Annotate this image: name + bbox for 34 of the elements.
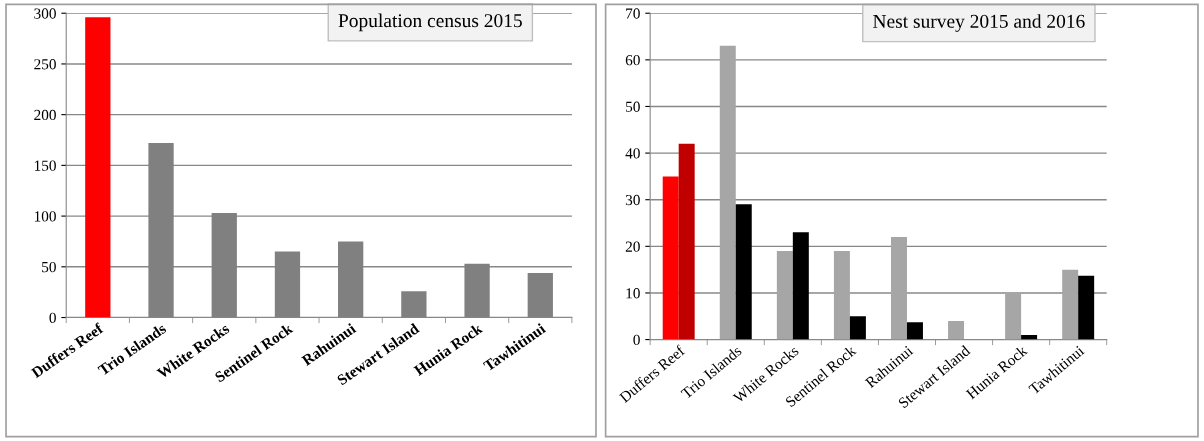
bar [527, 272, 553, 318]
bar [833, 250, 850, 340]
bar [849, 316, 866, 340]
y-tick-label: 10 [626, 288, 640, 299]
bar [85, 17, 111, 318]
y-tick-label: 20 [625, 241, 640, 252]
bar [1062, 269, 1079, 340]
bar [662, 176, 679, 340]
bar [890, 237, 907, 340]
bar [1005, 292, 1022, 340]
y-tick-label: 150 [34, 160, 56, 171]
bar [948, 320, 965, 340]
bar [792, 232, 809, 340]
bar [719, 45, 736, 340]
y-tick-label: 50 [42, 261, 56, 273]
y-tick-label: 0 [49, 312, 56, 323]
bar [776, 250, 793, 340]
bar [401, 291, 427, 318]
y-tick-label: 50 [626, 101, 640, 112]
bar [678, 143, 695, 340]
y-tick-label: 60 [625, 54, 640, 66]
chart-title: Nest survey 2015 and 2016 [873, 14, 1085, 32]
y-tick-label: 250 [34, 59, 56, 70]
y-tick-label: 200 [34, 109, 56, 121]
bar [735, 204, 752, 340]
y-tick-label: 30 [625, 194, 640, 206]
bar [1078, 275, 1095, 340]
y-tick-label: 0 [633, 334, 640, 346]
chart-title: Population census 2015 [338, 13, 522, 32]
y-tick-label: 100 [34, 211, 56, 222]
y-tick-label: 300 [34, 8, 56, 19]
y-tick-label: 40 [625, 148, 640, 159]
y-tick-label: 70 [626, 8, 640, 19]
bar [906, 322, 923, 340]
